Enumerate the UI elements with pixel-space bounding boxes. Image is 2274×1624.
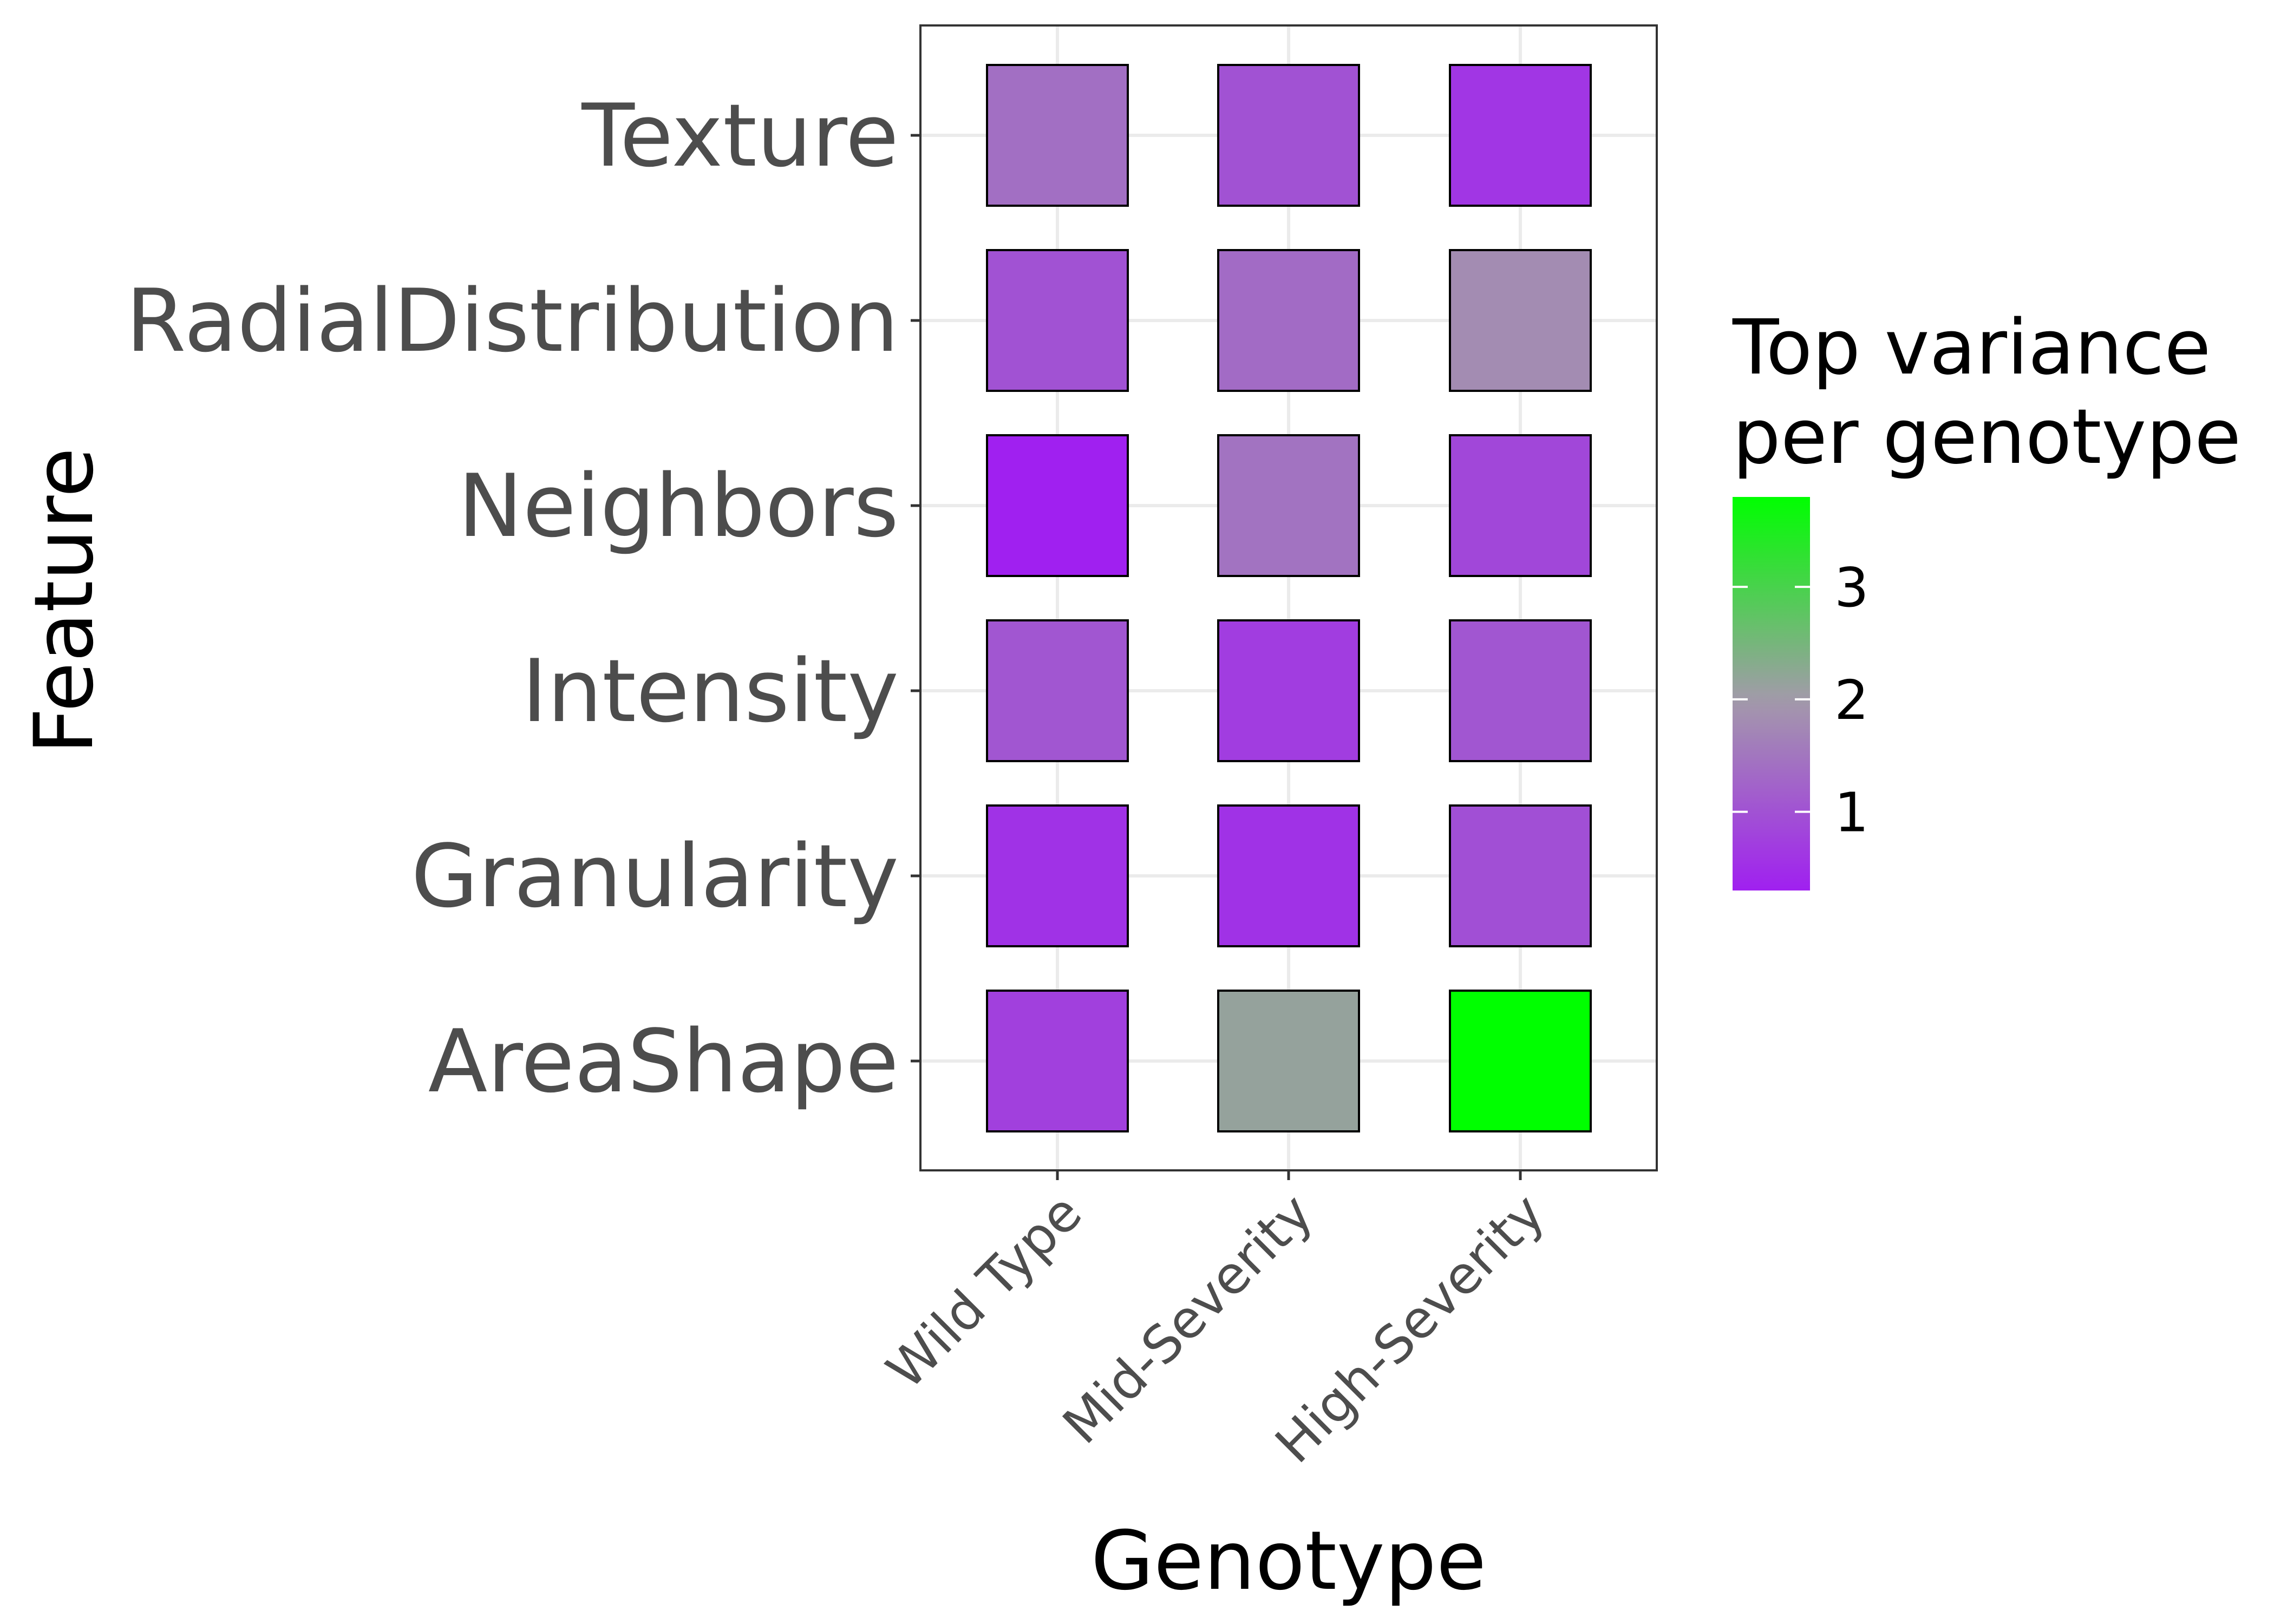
heatmap-tile: [986, 619, 1129, 762]
heatmap-tile: [1449, 619, 1592, 762]
heatmap-tile: [1449, 990, 1592, 1132]
heatmap-tile: [1217, 249, 1360, 392]
legend-tick-label: 3: [1834, 556, 1869, 619]
y-tick-label: Texture: [581, 85, 899, 186]
heatmap-tile: [1449, 249, 1592, 392]
y-axis-title: Feature: [17, 448, 112, 755]
y-tick-label: RadialDistribution: [126, 270, 899, 371]
heatmap-tile: [1217, 434, 1360, 577]
legend-ticks: 1 2 3: [1733, 556, 1869, 844]
x-axis-title: Genotype: [1091, 1514, 1486, 1608]
heatmap-tile: [986, 434, 1129, 577]
heatmap-tile: [1217, 64, 1360, 207]
heatmap-tile: [1217, 990, 1360, 1132]
y-tick-label: Neighbors: [458, 455, 899, 556]
legend: Top variance per genotype 1 2 3: [1732, 304, 2241, 890]
y-tick-label: Intensity: [522, 640, 899, 742]
heatmap-tile: [986, 249, 1129, 392]
heatmap-tile: [1449, 64, 1592, 207]
y-axis: AreaShape Granularity Intensity Neighbors Ra…: [126, 85, 920, 1112]
heatmap-tile: [1217, 804, 1360, 947]
legend-tick-label: 1: [1834, 781, 1869, 844]
legend-tick-label: 2: [1834, 669, 1869, 732]
legend-title-line-1: Top variance: [1732, 304, 2211, 392]
heatmap-tile: [1217, 619, 1360, 762]
legend-title-line-2: per genotype: [1733, 393, 2241, 481]
heatmap-tile: [1449, 804, 1592, 947]
heatmap-tile: [986, 64, 1129, 207]
y-tick-label: AreaShape: [428, 1011, 899, 1112]
heatmap-tiles: [986, 64, 1592, 1132]
x-tick-label: Wild Type: [875, 1182, 1093, 1400]
heatmap-tile: [986, 804, 1129, 947]
y-tick-label: Granularity: [411, 826, 899, 927]
legend-colorbar: [1733, 497, 1810, 890]
heatmap-tile: [1449, 434, 1592, 577]
heatmap-tile: [986, 990, 1129, 1132]
